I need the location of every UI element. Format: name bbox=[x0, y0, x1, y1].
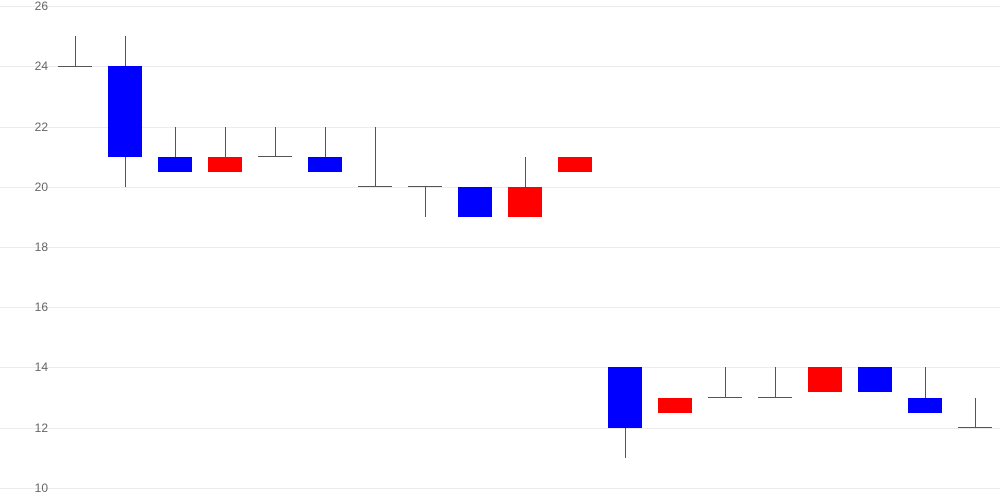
y-axis-label: 24 bbox=[8, 59, 48, 73]
candle-wick bbox=[275, 127, 276, 157]
gridline bbox=[0, 6, 1000, 7]
y-axis-label: 16 bbox=[8, 300, 48, 314]
gridline bbox=[0, 127, 1000, 128]
candle-doji bbox=[708, 397, 742, 398]
candle-doji bbox=[58, 66, 92, 67]
gridline bbox=[0, 66, 1000, 67]
candle-body bbox=[808, 367, 842, 391]
gridline bbox=[0, 307, 1000, 308]
candle-body bbox=[308, 157, 342, 172]
gridline bbox=[0, 187, 1000, 188]
y-axis-label: 18 bbox=[8, 240, 48, 254]
candle-body bbox=[608, 367, 642, 427]
candle-body bbox=[108, 66, 142, 156]
candle-body bbox=[858, 367, 892, 391]
candle-doji bbox=[958, 427, 992, 428]
candle-body bbox=[508, 187, 542, 217]
candle-doji bbox=[258, 156, 292, 157]
candle-body bbox=[908, 398, 942, 413]
gridline bbox=[0, 428, 1000, 429]
candle-wick bbox=[375, 127, 376, 187]
candle-body bbox=[658, 398, 692, 413]
candle-wick bbox=[75, 36, 76, 66]
y-axis-label: 10 bbox=[8, 481, 48, 495]
y-axis-label: 26 bbox=[8, 0, 48, 13]
candle-body bbox=[208, 157, 242, 172]
candle-doji bbox=[358, 186, 392, 187]
candle-wick bbox=[725, 367, 726, 397]
y-axis-label: 20 bbox=[8, 180, 48, 194]
y-axis-label: 14 bbox=[8, 360, 48, 374]
gridline bbox=[0, 367, 1000, 368]
gridline bbox=[0, 488, 1000, 489]
candle-wick bbox=[425, 187, 426, 217]
y-axis-label: 12 bbox=[8, 421, 48, 435]
candle-doji bbox=[408, 186, 442, 187]
candle-wick bbox=[975, 398, 976, 428]
gridline bbox=[0, 247, 1000, 248]
y-axis-label: 22 bbox=[8, 120, 48, 134]
candle-wick bbox=[775, 367, 776, 397]
candle-body bbox=[558, 157, 592, 172]
candle-doji bbox=[758, 397, 792, 398]
candle-body bbox=[458, 187, 492, 217]
candle-body bbox=[158, 157, 192, 172]
candlestick-chart: 10 12 14 16 18 20 22 24 26 bbox=[0, 0, 1000, 500]
